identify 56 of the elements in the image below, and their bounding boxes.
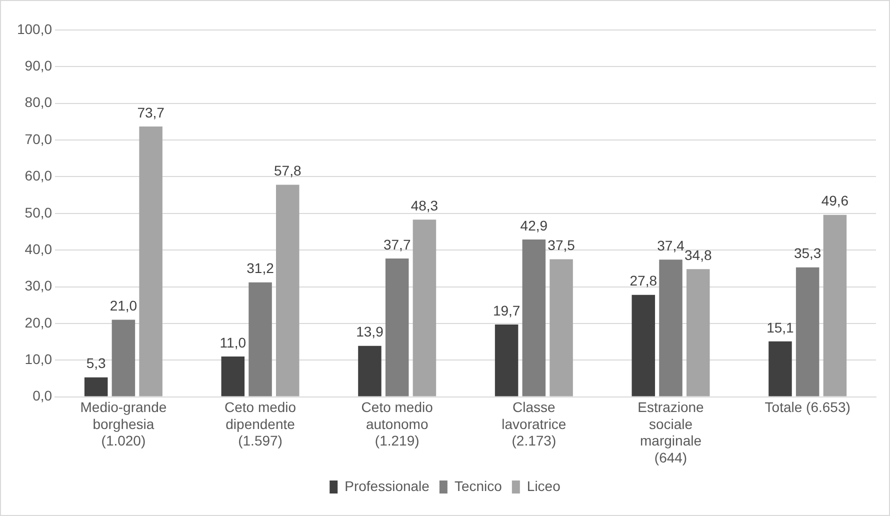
bar bbox=[276, 184, 300, 396]
y-tick-label: 30,0 bbox=[24, 278, 52, 294]
bar bbox=[139, 126, 162, 396]
y-tick-label: 60,0 bbox=[24, 168, 52, 184]
data-label: 31,2 bbox=[246, 260, 274, 276]
bar bbox=[385, 258, 409, 396]
data-label: 37,7 bbox=[383, 236, 411, 252]
data-label: 73,7 bbox=[137, 104, 165, 120]
bar bbox=[522, 239, 546, 396]
data-label: 42,9 bbox=[520, 217, 548, 234]
x-tick-label: Classe lavoratrice (2.173) bbox=[502, 399, 566, 449]
legend-label: Tecnico bbox=[454, 478, 502, 494]
data-label: 48,3 bbox=[410, 197, 438, 214]
x-tick-label: Medio-grande borghesia (1.020) bbox=[80, 399, 167, 449]
y-tick-label: 20,0 bbox=[24, 314, 52, 330]
y-tick-label: 0,0 bbox=[32, 388, 52, 404]
bar bbox=[632, 294, 656, 396]
y-tick-label: 50,0 bbox=[24, 204, 52, 220]
data-label: 21,0 bbox=[110, 298, 138, 314]
bar bbox=[248, 282, 272, 396]
data-label: 19,7 bbox=[492, 302, 520, 318]
data-label: 57,8 bbox=[274, 162, 302, 179]
data-label: 49,6 bbox=[821, 192, 849, 209]
bar bbox=[823, 214, 847, 396]
bar bbox=[768, 341, 792, 396]
y-tick-label: 80,0 bbox=[24, 94, 52, 110]
bar bbox=[550, 259, 573, 396]
data-label: 13,9 bbox=[356, 324, 384, 340]
y-tick-label: 10,0 bbox=[24, 350, 52, 367]
y-tick-label: 90,0 bbox=[24, 58, 52, 74]
y-tick-label: 40,0 bbox=[24, 240, 52, 257]
data-label: 37,4 bbox=[657, 237, 685, 254]
data-label: 37,5 bbox=[548, 237, 576, 254]
x-tick-label: Estrazione sociale marginale (644) bbox=[638, 399, 704, 466]
legend-label: Professionale bbox=[344, 478, 430, 494]
data-label: 27,8 bbox=[630, 272, 658, 289]
bar bbox=[412, 220, 436, 396]
data-label: 15,1 bbox=[766, 319, 794, 336]
legend-label: Liceo bbox=[526, 478, 561, 494]
data-label: 11,0 bbox=[220, 334, 246, 350]
bar bbox=[686, 269, 710, 396]
y-tick-label: 70,0 bbox=[24, 130, 52, 147]
bar bbox=[494, 324, 518, 396]
x-tick-label: Ceto medio autonomo (1.219) bbox=[361, 399, 434, 449]
data-label: 5,3 bbox=[86, 355, 106, 372]
y-tick-label: 100,0 bbox=[16, 20, 52, 37]
data-label: 34,8 bbox=[684, 247, 712, 264]
data-label: 35,3 bbox=[794, 245, 822, 262]
bar bbox=[112, 320, 136, 396]
bar bbox=[84, 377, 108, 396]
bar bbox=[221, 356, 245, 396]
bar bbox=[358, 346, 382, 396]
x-tick-label: Ceto medio dipendente (1.597) bbox=[224, 399, 296, 449]
bar bbox=[796, 267, 820, 396]
bar bbox=[659, 260, 682, 396]
x-tick-label: Totale (6.653) bbox=[764, 399, 850, 416]
